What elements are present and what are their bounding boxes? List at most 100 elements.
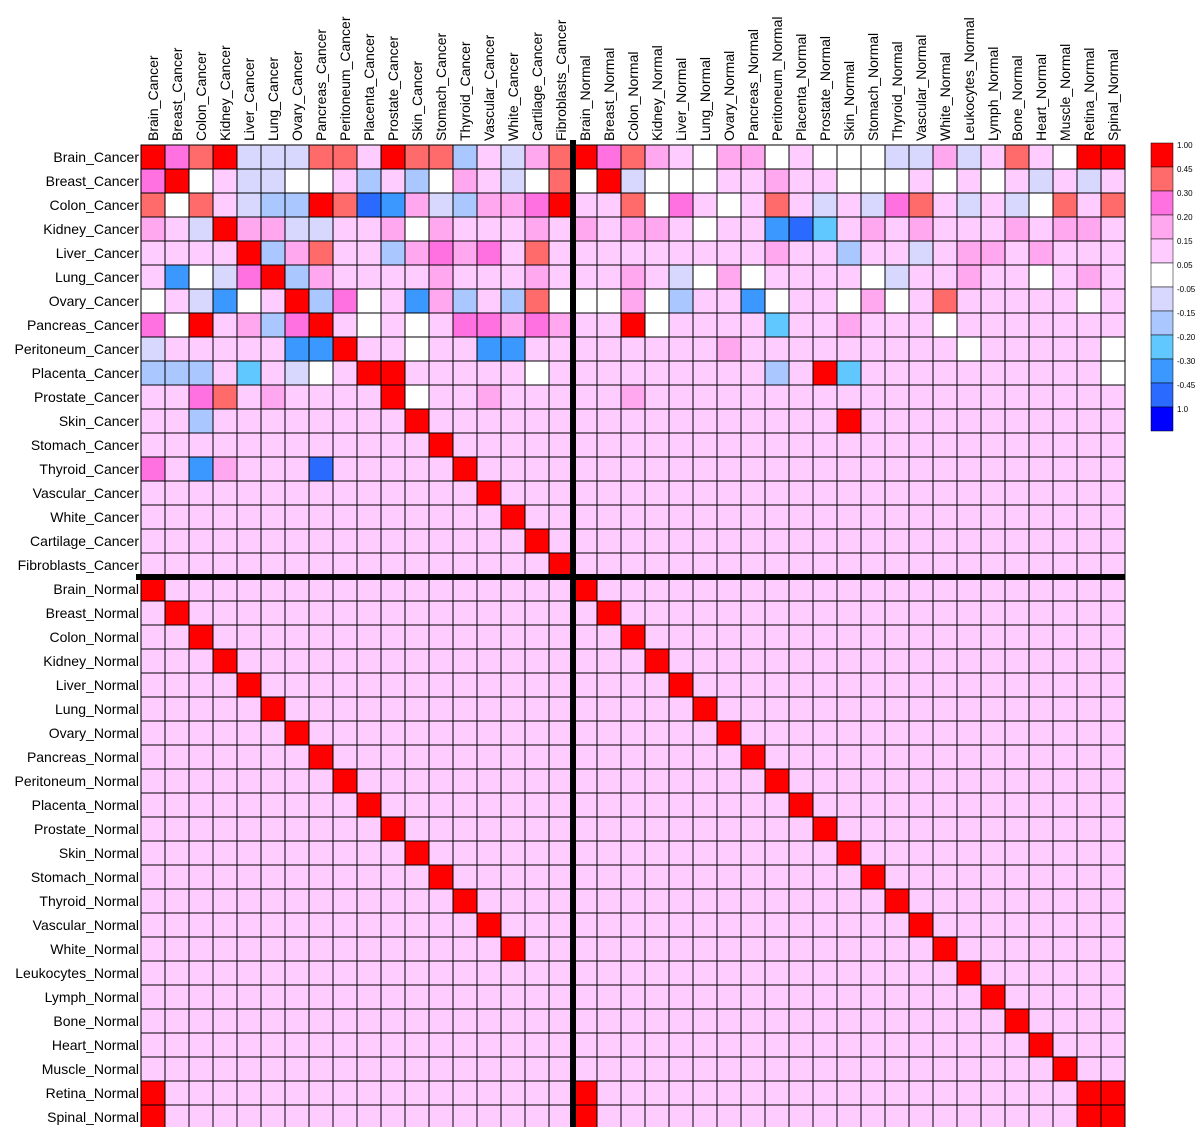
heatmap-cell bbox=[1052, 912, 1078, 938]
heatmap-cell bbox=[140, 648, 166, 674]
heatmap-cell bbox=[740, 912, 766, 938]
heatmap-cell bbox=[284, 768, 310, 794]
heatmap-cell bbox=[956, 432, 982, 458]
heatmap-cell bbox=[860, 480, 886, 506]
heatmap-cell bbox=[644, 864, 670, 890]
heatmap-cell bbox=[380, 552, 406, 578]
heatmap-cell bbox=[428, 912, 454, 938]
heatmap-cell bbox=[548, 264, 574, 290]
heatmap-cell bbox=[836, 1008, 862, 1034]
heatmap-cell bbox=[500, 144, 526, 170]
heatmap-cell bbox=[332, 840, 358, 866]
row-label: Brain_Normal bbox=[53, 581, 139, 597]
heatmap-cell bbox=[1052, 144, 1078, 170]
heatmap-cell bbox=[836, 960, 862, 986]
heatmap-cell bbox=[932, 144, 958, 170]
heatmap-cell bbox=[860, 552, 886, 578]
heatmap-cell bbox=[692, 792, 718, 818]
heatmap-cell bbox=[380, 240, 406, 266]
heatmap-cell bbox=[668, 816, 694, 842]
heatmap-cell bbox=[836, 1104, 862, 1127]
column-label: Lung_Cancer bbox=[265, 57, 281, 141]
heatmap-cell bbox=[572, 456, 598, 482]
heatmap-cell bbox=[644, 216, 670, 242]
heatmap-cell bbox=[980, 960, 1006, 986]
heatmap-cell bbox=[188, 792, 214, 818]
heatmap-cell bbox=[260, 600, 286, 626]
heatmap-cell bbox=[908, 552, 934, 578]
heatmap-cell bbox=[1076, 456, 1102, 482]
heatmap-cell bbox=[284, 1056, 310, 1082]
heatmap-cell bbox=[1004, 720, 1030, 746]
heatmap-cell bbox=[164, 288, 190, 314]
heatmap-cell bbox=[860, 840, 886, 866]
heatmap-cell bbox=[212, 1056, 238, 1082]
heatmap-cell bbox=[980, 792, 1006, 818]
heatmap-cell bbox=[140, 288, 166, 314]
heatmap-cell bbox=[884, 408, 910, 434]
heatmap-cell bbox=[428, 720, 454, 746]
heatmap-cell bbox=[620, 936, 646, 962]
heatmap-cell bbox=[260, 936, 286, 962]
heatmap-cell bbox=[332, 360, 358, 386]
heatmap-cell bbox=[1028, 240, 1054, 266]
heatmap-cell bbox=[212, 624, 238, 650]
heatmap-cell bbox=[1004, 840, 1030, 866]
heatmap-cell bbox=[164, 648, 190, 674]
heatmap-cell bbox=[668, 624, 694, 650]
heatmap-cell bbox=[212, 264, 238, 290]
heatmap-cell bbox=[332, 168, 358, 194]
heatmap-cell bbox=[380, 1032, 406, 1058]
column-label: Liver_Cancer bbox=[241, 57, 257, 141]
heatmap-cell bbox=[500, 792, 526, 818]
heatmap-cell bbox=[788, 720, 814, 746]
heatmap-cell bbox=[740, 1032, 766, 1058]
heatmap-cell bbox=[476, 768, 502, 794]
heatmap-cell bbox=[956, 744, 982, 770]
heatmap-cell bbox=[716, 960, 742, 986]
heatmap-cell bbox=[548, 360, 574, 386]
heatmap-cell bbox=[1028, 864, 1054, 890]
row-label: Vascular_Normal bbox=[33, 917, 139, 933]
heatmap-cell bbox=[188, 1080, 214, 1106]
heatmap-cell bbox=[596, 1008, 622, 1034]
heatmap-cell bbox=[548, 864, 574, 890]
heatmap-cell bbox=[644, 192, 670, 218]
heatmap-cell bbox=[500, 768, 526, 794]
heatmap-cell bbox=[428, 168, 454, 194]
heatmap-cell bbox=[332, 768, 358, 794]
heatmap-cell bbox=[452, 792, 478, 818]
heatmap-cell bbox=[860, 984, 886, 1010]
heatmap-cell bbox=[1052, 984, 1078, 1010]
heatmap-cell bbox=[188, 456, 214, 482]
heatmap-cell bbox=[1076, 144, 1102, 170]
heatmap-cell bbox=[1076, 264, 1102, 290]
heatmap-cell bbox=[764, 792, 790, 818]
heatmap-cell bbox=[932, 552, 958, 578]
heatmap-cell bbox=[596, 768, 622, 794]
heatmap-cell bbox=[332, 576, 358, 602]
heatmap-cell bbox=[692, 360, 718, 386]
heatmap-cell bbox=[476, 1080, 502, 1106]
heatmap-cell bbox=[332, 864, 358, 890]
legend-swatch bbox=[1150, 214, 1174, 240]
heatmap-cell bbox=[356, 144, 382, 170]
heatmap-cell bbox=[1052, 1056, 1078, 1082]
heatmap-cell bbox=[380, 288, 406, 314]
heatmap-cell bbox=[788, 1008, 814, 1034]
heatmap-cell bbox=[932, 912, 958, 938]
heatmap-cell bbox=[980, 816, 1006, 842]
heatmap-cell bbox=[692, 384, 718, 410]
heatmap-cell bbox=[308, 408, 334, 434]
heatmap-cell bbox=[716, 360, 742, 386]
row-label: Breast_Normal bbox=[46, 605, 139, 621]
heatmap-cell bbox=[980, 264, 1006, 290]
heatmap-cell bbox=[380, 192, 406, 218]
column-label: Lung_Normal bbox=[697, 57, 713, 141]
heatmap-cell bbox=[1076, 1104, 1102, 1127]
heatmap-cell bbox=[524, 168, 550, 194]
heatmap-cell bbox=[524, 672, 550, 698]
heatmap-cell bbox=[908, 1080, 934, 1106]
heatmap-cell bbox=[884, 1032, 910, 1058]
heatmap-cell bbox=[788, 504, 814, 530]
